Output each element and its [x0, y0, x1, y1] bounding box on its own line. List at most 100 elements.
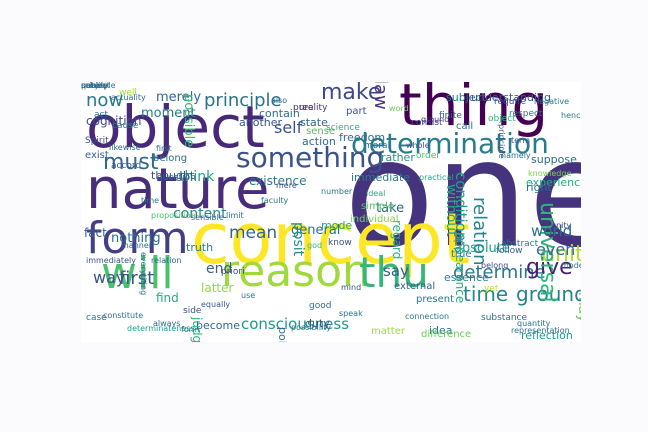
- word: ground: [421, 115, 450, 124]
- word: question: [157, 173, 196, 183]
- word: whole: [406, 141, 430, 150]
- word: finite: [439, 111, 462, 121]
- word: suppose: [531, 153, 577, 166]
- word: now: [86, 90, 124, 111]
- word: connection: [405, 312, 450, 321]
- word: determination: [351, 127, 549, 160]
- word: call: [456, 121, 474, 132]
- word: duty: [305, 317, 330, 330]
- word: limit: [226, 211, 244, 220]
- word: end: [206, 261, 233, 277]
- word: moral: [364, 141, 390, 151]
- word: relation: [151, 256, 182, 265]
- word: concept: [191, 198, 471, 280]
- word: determinateness: [127, 324, 195, 333]
- word: nature: [81, 82, 108, 90]
- word: subject: [446, 91, 486, 104]
- word: cognition: [86, 114, 142, 128]
- word: one: [344, 108, 581, 280]
- word: right: [526, 181, 552, 194]
- word: world: [531, 222, 573, 240]
- word: make: [321, 82, 382, 105]
- word: side: [183, 306, 202, 316]
- word: good: [309, 301, 332, 311]
- word: consciousness: [241, 315, 350, 333]
- word: thing: [399, 82, 549, 139]
- word: mode: [321, 219, 353, 232]
- word: content: [173, 206, 227, 222]
- word: accord: [111, 161, 142, 171]
- word: thu: [359, 248, 429, 297]
- word: experience: [526, 176, 581, 189]
- word: well: [119, 88, 137, 98]
- word: substance: [481, 313, 528, 323]
- word: case: [86, 313, 107, 323]
- word: science: [326, 123, 360, 133]
- word: sense: [306, 126, 336, 137]
- word: likewise: [109, 143, 141, 152]
- word: actuality: [111, 93, 146, 102]
- word: representation: [511, 326, 570, 335]
- word: word: [389, 104, 409, 113]
- word: form: [181, 325, 200, 334]
- word: unity: [551, 221, 572, 230]
- word: namely: [501, 151, 531, 160]
- word: immediately: [86, 256, 136, 265]
- word: reality: [299, 103, 328, 113]
- word: possible: [181, 94, 196, 148]
- word: think: [179, 169, 215, 185]
- word: take: [376, 201, 405, 216]
- word: posit: [290, 222, 306, 257]
- word: speak: [339, 309, 363, 318]
- word: must: [103, 150, 159, 175]
- word: know: [328, 238, 352, 248]
- word: principle: [204, 90, 282, 111]
- word: state: [300, 116, 328, 129]
- word: regard: [390, 220, 404, 260]
- word: hence: [561, 111, 581, 120]
- word: object: [488, 114, 516, 124]
- word: difference: [421, 329, 472, 340]
- word: quality: [81, 82, 109, 90]
- word: equally: [201, 300, 231, 309]
- word: act: [94, 110, 108, 120]
- word: principle: [81, 82, 116, 90]
- word: unity: [541, 242, 581, 267]
- word: mode: [561, 261, 581, 270]
- word: quantity: [517, 319, 551, 328]
- word: essence: [444, 271, 489, 284]
- word: time: [141, 196, 160, 205]
- word: belong: [481, 261, 509, 270]
- word: way: [93, 268, 126, 287]
- word: number: [321, 187, 353, 196]
- word: manner: [121, 241, 153, 250]
- word: order: [416, 151, 440, 161]
- word: exist: [85, 150, 109, 161]
- word: possibility: [291, 323, 332, 332]
- word: everything: [139, 252, 148, 296]
- word: mean: [229, 223, 278, 243]
- word: consist: [411, 118, 443, 128]
- word: part: [346, 106, 367, 117]
- word: nature: [86, 157, 270, 222]
- word: nothing: [111, 231, 161, 246]
- word-cloud: one concept object nature thing will rea…: [81, 82, 581, 342]
- word: determine: [453, 262, 546, 283]
- word: priori: [221, 267, 245, 277]
- word: external: [394, 281, 436, 292]
- word: form: [86, 213, 189, 264]
- word: abstract: [501, 239, 539, 249]
- word: find: [156, 291, 179, 305]
- word: simple: [361, 201, 395, 212]
- word: cause: [112, 121, 139, 131]
- word: proposition: [151, 211, 196, 220]
- word: practical: [419, 173, 454, 182]
- word: respect: [509, 109, 543, 119]
- word: pure: [293, 103, 314, 113]
- word: thought: [151, 169, 195, 182]
- word: even: [536, 240, 576, 259]
- word: will: [101, 248, 174, 299]
- word: true: [451, 249, 472, 260]
- word: give: [526, 255, 573, 280]
